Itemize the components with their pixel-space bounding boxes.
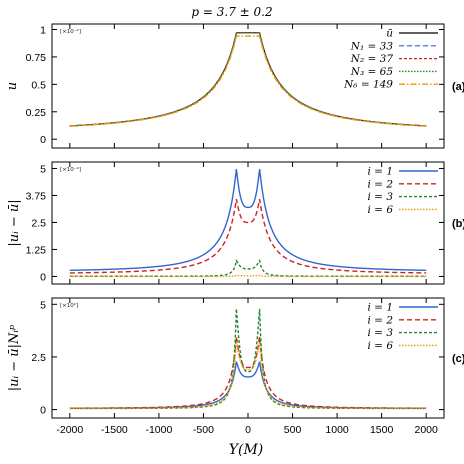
legend-label: N₁ = 33 [350,40,394,52]
scale-note: [×10²] [60,302,78,309]
panel-tag: (c) [452,353,464,365]
legend-label: N₆ = 149 [343,79,393,91]
series-line-2 [69,199,427,274]
scale-note: [×10⁻⁴] [60,166,81,173]
scale-note: [×10⁻²] [60,28,81,35]
panel-c: 0 2.5 5 -2000 -1500 -1000 -500 0 500 1000 1500 2000… [7,297,464,436]
y-tick-label: 5 [40,163,46,175]
legend-label: N₂ = 37 [350,53,394,65]
y-tick-label: 0.75 [26,52,47,64]
series-line-5 [69,35,427,127]
y-axis-label: |uᵢ − ū|Nᵢᵖ [7,325,22,391]
x-tick-label: 500 [284,424,302,436]
x-tick-label: 1500 [370,424,394,436]
panel-tag: (b) [452,218,464,230]
y-tick-label: 5 [40,299,46,311]
series-line-4 [69,274,427,278]
legend-label: N₃ = 65 [350,66,394,78]
legend-label: i = 3 [367,327,393,339]
legend-label: i = 3 [367,191,393,203]
legend-label: i = 1 [367,302,393,314]
y-tick-label: 2.5 [31,217,46,229]
y-tick-label: 0 [40,271,46,283]
x-tick-label: -2000 [56,424,83,436]
x-tick-label: 0 [245,424,251,436]
y-axis-label: |uᵢ − ū| [7,199,22,246]
legend-label: i = 6 [367,340,393,352]
legend-label: i = 2 [367,178,393,190]
figure-title: p = 3.7 ± 0.2 [191,5,272,19]
legend-label: i = 1 [367,166,393,178]
panel-tag: (a) [452,81,464,93]
x-tick-label: -500 [193,424,214,436]
x-tick-label: -1500 [101,424,128,436]
panel-b: 01.252.53.755[×10⁻⁴]|uᵢ − ū|(b)i = 1i = … [7,161,464,285]
legend-label: i = 6 [367,204,393,216]
y-tick-label: 0 [40,405,46,417]
y-tick-label: 0 [40,134,46,146]
x-tick-label: -1000 [145,424,172,436]
series-line-1 [69,361,427,409]
y-tick-label: 3.75 [26,190,47,202]
y-tick-label: 1 [40,24,46,36]
y-tick-label: 2.5 [31,352,46,364]
x-axis-label: Y(M) [229,442,264,458]
legend-label: ū [386,28,393,40]
y-tick-label: 0.5 [31,79,46,91]
y-tick-label: 0.25 [26,107,47,119]
x-tick-label: 1000 [325,424,349,436]
series-line-2 [69,336,427,409]
legend-label: i = 2 [367,314,393,326]
x-tick-label: 2000 [415,424,439,436]
series-line-1 [69,169,427,271]
y-axis-label: u [5,82,20,90]
y-tick-label: 1.25 [26,244,47,256]
